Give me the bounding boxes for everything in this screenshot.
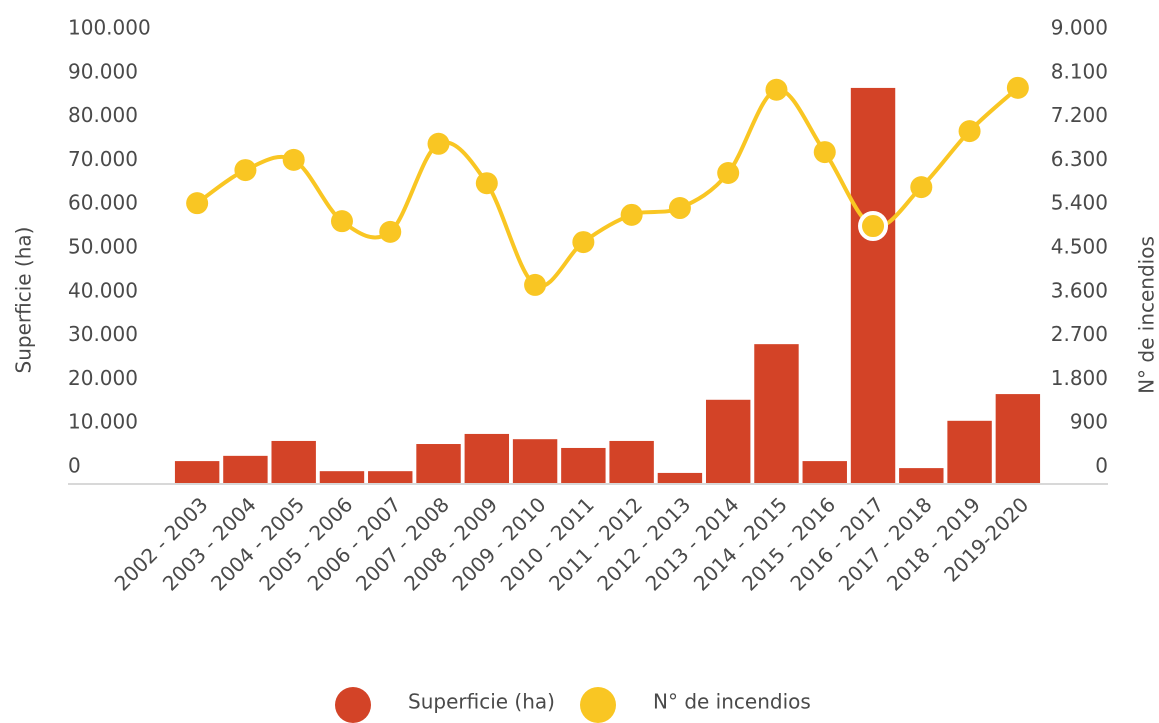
y-tick-label: 70.000 [68, 147, 138, 171]
line-point [379, 220, 402, 243]
bar [705, 399, 751, 483]
y2-tick-label: 900 [1070, 410, 1108, 434]
y-tick-label: 90.000 [68, 59, 138, 83]
y2-tick-label: 9.000 [1051, 16, 1108, 40]
y2-tick-label: 5.400 [1051, 191, 1108, 215]
y-tick-label: 50.000 [68, 235, 138, 259]
line-point [524, 273, 547, 296]
bar [416, 444, 461, 483]
legend-swatch [580, 687, 616, 723]
y2-tick-label: 0 [1095, 454, 1108, 478]
bar [271, 440, 316, 483]
y2-tick-label: 6.300 [1051, 147, 1108, 171]
line-point [668, 197, 691, 220]
y-tick-label: 30.000 [68, 322, 138, 346]
y-tick-label: 0 [68, 454, 81, 478]
y2-tick-label: 3.600 [1051, 278, 1108, 302]
bar [850, 87, 896, 483]
line-point [858, 211, 889, 242]
legend-label: N° de incendios [653, 690, 811, 714]
y2-axis-label: N° de incendios [1135, 236, 1159, 394]
line-point [717, 161, 740, 184]
y-tick-label: 100.000 [68, 16, 151, 40]
line-point [234, 159, 257, 182]
legend-label: Superficie (ha) [408, 690, 555, 714]
legend-swatch [335, 687, 371, 723]
bar [802, 461, 847, 483]
line-point [330, 210, 353, 233]
bar [754, 344, 799, 483]
bar [512, 439, 558, 483]
bar [319, 471, 365, 483]
y2-tick-label: 4.500 [1051, 235, 1108, 259]
y2-tick-label: 2.700 [1051, 322, 1108, 346]
line-point [1006, 76, 1029, 99]
line-point [475, 172, 498, 195]
bar [561, 447, 606, 483]
line-point [813, 141, 836, 164]
bar [899, 468, 944, 483]
line-point [282, 148, 305, 171]
y2-tick-label: 1.800 [1051, 366, 1108, 390]
y-tick-label: 10.000 [68, 410, 138, 434]
line-point [958, 120, 981, 143]
y-tick-label: 20.000 [68, 366, 138, 390]
y-axis-label: Superficie (ha) [12, 227, 36, 374]
line-point [186, 192, 209, 215]
y2-tick-label: 8.100 [1051, 59, 1108, 83]
line-point [620, 203, 643, 226]
y2-tick-label: 7.200 [1051, 103, 1108, 127]
bar [174, 461, 220, 483]
y-tick-label: 80.000 [68, 103, 138, 127]
line-point [765, 78, 788, 101]
line-point [572, 231, 595, 254]
bar [947, 420, 992, 483]
y-tick-label: 40.000 [68, 278, 138, 302]
bar [609, 440, 654, 483]
y-tick-label: 60.000 [68, 191, 138, 215]
bar [657, 472, 703, 483]
bar [368, 471, 413, 483]
bar [223, 455, 268, 483]
line-point [910, 176, 933, 199]
line-point [427, 132, 450, 155]
bar [464, 433, 510, 483]
bar [995, 394, 1041, 483]
